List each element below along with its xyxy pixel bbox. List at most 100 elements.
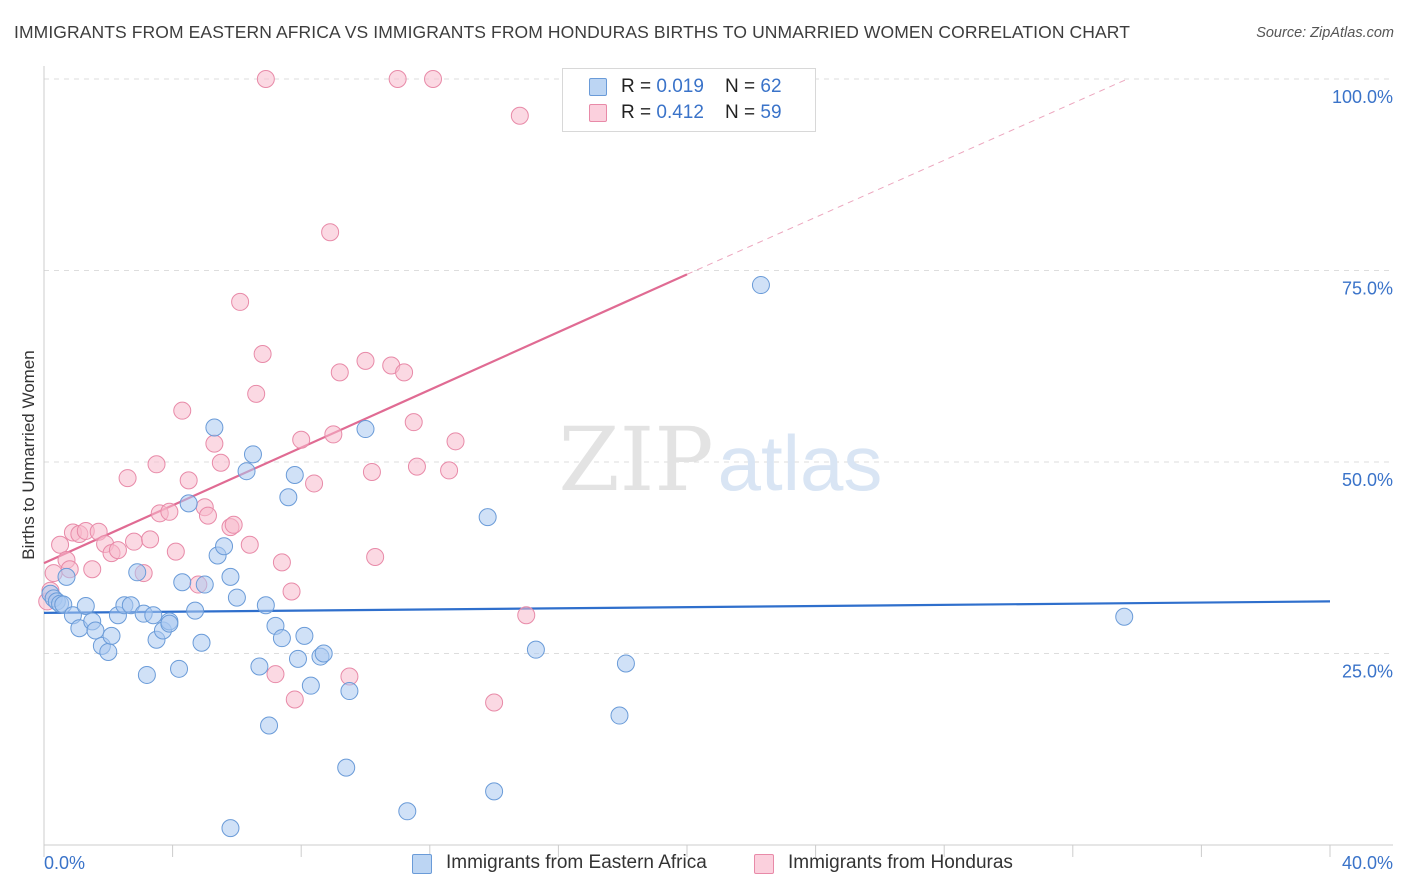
point-honduras [446, 432, 465, 451]
legend-swatch-pink [754, 854, 774, 874]
point-honduras [83, 560, 102, 579]
axes [43, 66, 1393, 857]
point-honduras [179, 471, 198, 490]
point-eastern-africa [215, 537, 234, 556]
point-honduras [198, 506, 217, 525]
x-tick-label-max: 40.0% [1342, 853, 1393, 873]
x-tick-label-min: 0.0% [44, 853, 85, 873]
point-honduras [330, 363, 349, 382]
trend-line-extension-honduras [686, 78, 1128, 275]
point-eastern-africa [340, 682, 359, 701]
y-tick-label: 25.0% [1342, 662, 1393, 682]
legend-r-label: R = [621, 102, 657, 123]
point-eastern-africa [221, 567, 240, 586]
legend-label-eastern-africa: Immigrants from Eastern Africa [446, 852, 707, 873]
legend-n-value: 62 [760, 76, 782, 97]
point-eastern-africa [237, 462, 256, 481]
point-eastern-africa [227, 588, 246, 607]
watermark-zip: ZIP [558, 408, 713, 511]
point-honduras [424, 70, 443, 88]
point-eastern-africa [179, 494, 198, 513]
point-honduras [321, 223, 340, 242]
point-honduras [231, 292, 250, 311]
data-points [38, 70, 1134, 838]
trend-line-eastern-africa [43, 600, 1331, 615]
point-honduras [440, 461, 459, 480]
point-eastern-africa [160, 614, 179, 633]
point-eastern-africa [137, 665, 156, 684]
legend-swatch-pink [589, 104, 607, 122]
correlation-legend: R = 0.019 N = 62 R = 0.412 N = 59 [562, 68, 816, 132]
legend-label-honduras: Immigrants from Honduras [788, 852, 1013, 873]
point-honduras [256, 70, 275, 88]
point-honduras [224, 515, 243, 534]
point-eastern-africa [610, 706, 629, 725]
point-honduras [205, 434, 224, 453]
legend-swatch-blue [412, 854, 432, 874]
point-eastern-africa [102, 626, 121, 645]
point-eastern-africa [192, 633, 211, 652]
point-eastern-africa [170, 659, 189, 678]
point-eastern-africa [1115, 607, 1134, 626]
legend-n-label: N = [725, 102, 761, 123]
legend-n-value: 59 [760, 102, 782, 123]
watermark-atlas: atlas [718, 419, 883, 507]
y-tick-label: 75.0% [1342, 279, 1393, 299]
point-honduras [485, 693, 504, 712]
axis-labels: Births to Unmarried Women 0.0% 40.0% 25.… [19, 87, 1393, 873]
point-honduras [362, 462, 381, 481]
point-honduras [517, 606, 536, 625]
point-eastern-africa [221, 819, 240, 838]
point-eastern-africa [285, 466, 304, 485]
point-honduras [324, 425, 343, 444]
point-eastern-africa [356, 420, 375, 439]
point-eastern-africa [398, 802, 417, 821]
point-eastern-africa [173, 573, 192, 592]
point-eastern-africa [99, 642, 118, 661]
y-axis-label: Births to Unmarried Women [19, 350, 38, 559]
point-honduras [247, 384, 266, 403]
point-honduras [388, 70, 407, 88]
point-eastern-africa [86, 621, 105, 640]
point-honduras [356, 351, 375, 370]
point-eastern-africa [526, 640, 545, 659]
point-honduras [125, 532, 144, 551]
watermark: ZIP atlas [558, 408, 882, 511]
point-honduras [211, 453, 230, 472]
gridlines [44, 78, 1393, 654]
legend-swatch-blue [589, 78, 607, 96]
point-eastern-africa [478, 508, 497, 527]
legend-n-label: N = [725, 76, 761, 97]
point-eastern-africa [186, 601, 205, 620]
chart-title: IMMIGRANTS FROM EASTERN AFRICA VS IMMIGR… [14, 22, 1131, 42]
y-tick-label: 50.0% [1342, 470, 1393, 490]
point-eastern-africa [272, 629, 291, 648]
point-honduras [285, 690, 304, 709]
point-eastern-africa [295, 626, 314, 645]
point-eastern-africa [260, 716, 279, 735]
point-eastern-africa [76, 597, 95, 616]
point-honduras [407, 457, 426, 476]
point-honduras [51, 535, 70, 554]
point-eastern-africa [751, 276, 770, 295]
point-eastern-africa [301, 676, 320, 695]
point-honduras [147, 455, 166, 474]
point-honduras [266, 665, 285, 684]
point-honduras [253, 344, 272, 363]
point-eastern-africa [205, 418, 224, 437]
point-honduras [108, 541, 127, 560]
point-eastern-africa [121, 596, 140, 615]
point-eastern-africa [128, 563, 147, 582]
point-honduras [160, 502, 179, 521]
point-honduras [118, 469, 137, 488]
point-honduras [272, 553, 291, 572]
point-honduras [366, 547, 385, 566]
point-honduras [240, 535, 259, 554]
point-honduras [305, 474, 324, 493]
point-honduras [510, 106, 529, 125]
point-eastern-africa [314, 644, 333, 663]
legend-r-value: 0.412 [656, 102, 704, 123]
point-eastern-africa [243, 445, 262, 464]
source-credit: Source: ZipAtlas.com [1256, 25, 1394, 41]
